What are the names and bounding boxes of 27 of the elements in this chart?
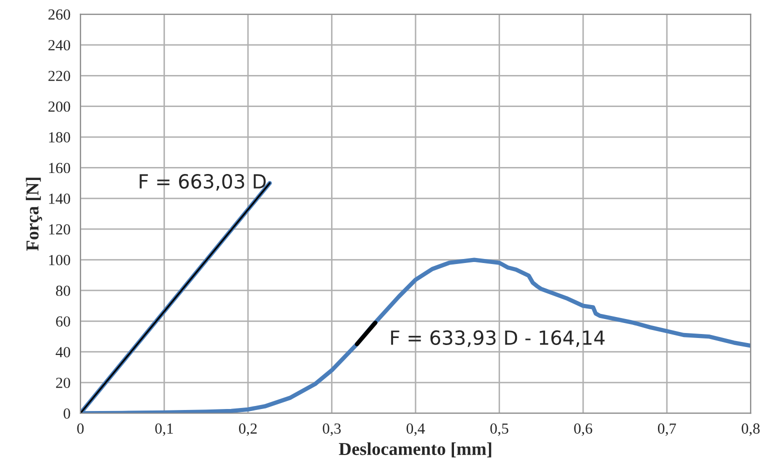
x-tick-label: 0	[77, 423, 84, 434]
y-tick-label: 220	[48, 70, 70, 82]
annotation: F = 633,93 D - 164,14	[391, 330, 605, 347]
x-tick-label: 0,6	[574, 423, 592, 436]
x-tick-label: 0,7	[658, 423, 676, 436]
y-tick-label: 240	[48, 40, 70, 50]
y-tick-label: 100	[49, 254, 70, 266]
x-tick-label: 0,3	[322, 423, 341, 436]
x-axis-title: Deslocamento [mm]	[338, 442, 492, 458]
y-tick-label: 20	[56, 378, 70, 388]
x-tick-label: 0,8	[742, 423, 760, 436]
y-tick-label: 40	[56, 347, 70, 358]
y-tick-label: 140	[49, 194, 70, 204]
y-tick-label: 120	[49, 224, 70, 235]
y-tick-label: 200	[48, 101, 70, 112]
x-tick-label: 0,5	[490, 423, 508, 436]
y-tick-label: 80	[56, 286, 70, 296]
y-tick-label: 260	[48, 9, 70, 20]
y-tick-label: 60	[56, 316, 70, 327]
y-tick-label: 180	[49, 132, 70, 142]
y-axis-title: Força [N]	[26, 178, 42, 251]
x-tick-label: 0,4	[406, 423, 425, 436]
x-tick-label: 0,1	[155, 423, 173, 436]
annotation: F = 663,03 D	[140, 174, 266, 191]
x-tick-label: 0,2	[239, 423, 257, 436]
y-tick-label: 160	[49, 162, 70, 174]
y-tick-label: 0	[64, 408, 70, 419]
